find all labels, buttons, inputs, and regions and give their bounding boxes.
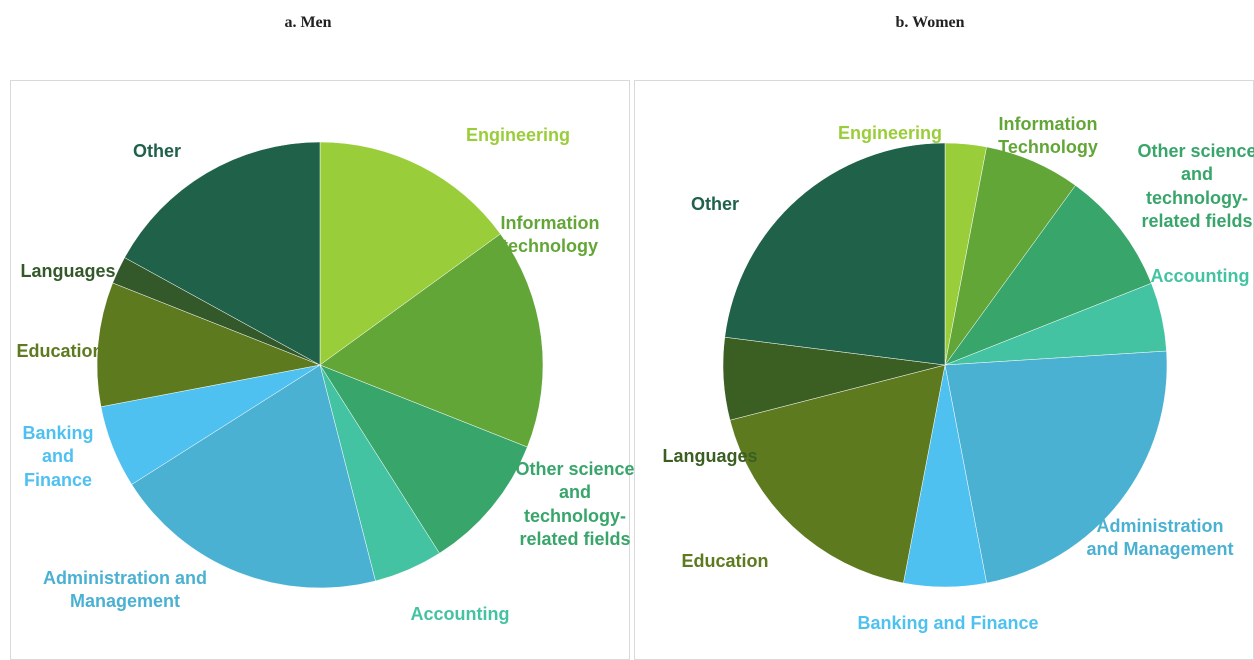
slice-label: Accounting — [410, 604, 510, 624]
slice-label: Other — [690, 194, 739, 214]
slice-label: Engineering — [465, 125, 570, 145]
slice-label: Information Technology — [998, 114, 1098, 158]
pie-slice — [131, 364, 376, 589]
chart-title: b. Women — [895, 14, 965, 31]
slice-label: Banking and Finance — [22, 423, 94, 490]
slice-label: Education — [16, 341, 104, 361]
slice-label: Languages — [662, 446, 758, 466]
slice-label: Other science and technology-related fie… — [1137, 141, 1254, 232]
pie-slice — [944, 185, 1152, 366]
pie-slice — [124, 141, 321, 366]
chart-title: a. Men — [284, 14, 332, 31]
slice-label: Information technology — [500, 213, 600, 257]
pie-slice — [319, 364, 528, 554]
slice-label: Banking and Finance — [857, 613, 1039, 633]
slice-label: Engineering — [837, 123, 942, 143]
slice-label: Administration and Management — [42, 568, 207, 612]
pie-slice — [319, 141, 501, 366]
pie-slice — [729, 364, 946, 584]
pie-slice — [96, 282, 321, 408]
pie-slice — [724, 142, 946, 366]
slice-label: Other — [132, 141, 181, 161]
slice-label: Administration and Management — [1086, 516, 1234, 560]
pie-slice — [319, 233, 544, 448]
slice-label: Other science and technology-related fie… — [515, 459, 635, 550]
slice-label: Education — [681, 551, 769, 571]
slice-label: Languages — [20, 261, 116, 281]
slice-label: Accounting — [1150, 266, 1250, 286]
pie-slice — [944, 350, 1168, 584]
